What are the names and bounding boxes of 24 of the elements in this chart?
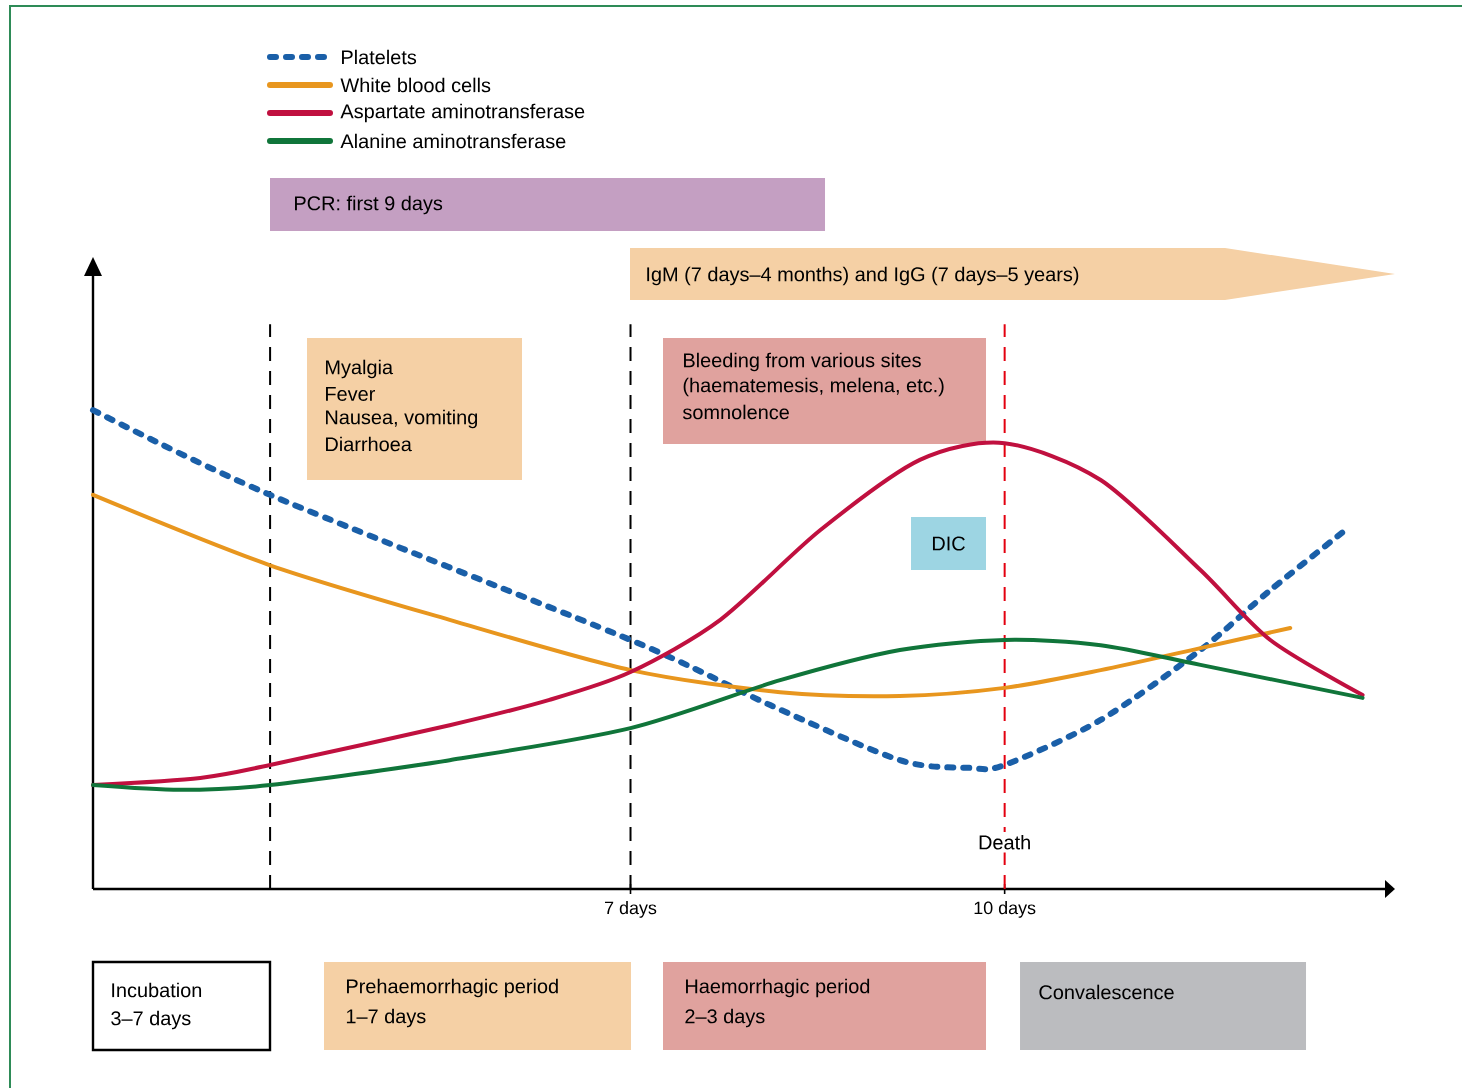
x-tick-label: 7 days xyxy=(605,901,657,918)
text: 2–3 days xyxy=(685,1008,765,1028)
x-tick-label: 10 days xyxy=(974,901,1036,918)
text: Bleeding from various sites xyxy=(684,352,921,372)
legend-label: Platelets xyxy=(342,49,417,65)
annotation: Diarrhoea xyxy=(326,436,412,452)
text: PCR: first 9 days xyxy=(295,195,443,215)
text: Haemorrhagic period xyxy=(686,978,870,998)
text: Incubation xyxy=(112,982,202,998)
text: Prehaemorrhagic period xyxy=(347,978,558,998)
text: 1–7 days xyxy=(346,1008,426,1028)
text: Myalgia xyxy=(326,359,394,379)
text: 3–7 days xyxy=(111,1010,191,1030)
annotation: Nausea, vomiting xyxy=(326,409,478,429)
annotation: somnolence xyxy=(682,404,789,420)
legend-label: Alanine aminotransferase xyxy=(340,133,566,149)
text: Fever xyxy=(326,387,376,401)
text: (haematemesis, melena, etc.) xyxy=(683,377,944,397)
text: IgM (7 days–4 months) and IgG (7 days–5 years) xyxy=(647,266,1079,286)
text: Convalescence xyxy=(1039,984,1174,1000)
ref-line-label: Death xyxy=(979,834,1030,850)
annotation: DIC xyxy=(932,536,965,551)
legend-label: White blood cells xyxy=(340,77,491,93)
legend-label: Aspartate aminotransferase xyxy=(340,103,585,123)
